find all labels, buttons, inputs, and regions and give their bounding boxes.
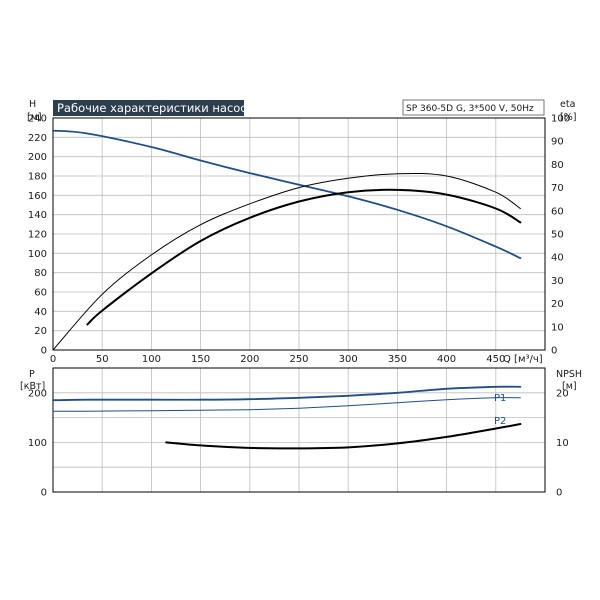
npsh-axis-unit: [м] (562, 381, 577, 392)
y-left-tick-140: 140 (28, 210, 47, 221)
p1-curve (52, 385, 522, 402)
y-right-tick-50: 50 (551, 230, 564, 241)
npsh-tick-10: 10 (556, 438, 569, 449)
y-left-axis-label: H (29, 99, 36, 110)
y-right-tick-100: 100 (551, 114, 570, 125)
y-right-axis-label: eta (560, 99, 575, 110)
power-tick-100: 100 (28, 438, 47, 449)
y-left-tick-0: 0 (41, 346, 47, 357)
y-left-tick-120: 120 (28, 230, 47, 241)
p2-curve (52, 397, 521, 412)
bottom-grid (52, 368, 545, 492)
y-right-tick-30: 30 (551, 276, 564, 287)
y-left-tick-240: 240 (28, 114, 47, 125)
chart-title: Рабочие характеристики насоса (57, 101, 254, 115)
x-axis-label: Q [м³/ч] (503, 354, 543, 365)
top-series (52, 129, 522, 351)
x-tick-250: 250 (289, 354, 308, 365)
model-box (402, 99, 545, 116)
top-grid (52, 117, 545, 351)
x-tick-450: 450 (486, 354, 505, 365)
npsh-tick-0: 0 (556, 488, 562, 499)
power-axis-label: P (29, 369, 35, 380)
x-tick-200: 200 (240, 354, 259, 365)
x-tick-150: 150 (191, 354, 210, 365)
y-right-tick-70: 70 (551, 183, 564, 194)
y-right-tick-60: 60 (551, 206, 564, 217)
bottom-ticks: 0 100 200 0 10 20 (28, 388, 569, 498)
y-left-tick-80: 80 (34, 268, 47, 279)
x-tick-350: 350 (388, 354, 407, 365)
y-left-tick-200: 200 (28, 152, 47, 163)
power-axis-unit: [кВт] (20, 381, 45, 392)
npsh-curve (165, 423, 522, 450)
y-left-tick-60: 60 (34, 288, 47, 299)
x-tick-0: 0 (50, 354, 56, 365)
y-left-tick-20: 20 (34, 326, 47, 337)
y-left-tick-180: 180 (28, 172, 47, 183)
efficiency-curve-thin (52, 172, 521, 351)
npsh-tick-20: 20 (556, 388, 569, 399)
head-curve (52, 129, 522, 260)
y-left-tick-100: 100 (28, 249, 47, 260)
y-right-tick-40: 40 (551, 253, 564, 264)
title-box (53, 100, 244, 116)
x-tick-100: 100 (142, 354, 161, 365)
y-left-axis-unit: [м] (27, 112, 42, 123)
top-plot-frame (52, 117, 546, 351)
power-tick-200: 200 (28, 388, 47, 399)
y-right-tick-0: 0 (551, 346, 557, 357)
y-left-tick-160: 160 (28, 191, 47, 202)
y-right-tick-80: 80 (551, 160, 564, 171)
y-left-tick-220: 220 (28, 133, 47, 144)
x-tick-300: 300 (339, 354, 358, 365)
x-tick-400: 400 (437, 354, 456, 365)
bottom-plot-frame (52, 367, 546, 493)
y-right-tick-20: 20 (551, 299, 564, 310)
top-ticks: 0 50 100 150 200 250 300 350 400 4500204060801001… (28, 114, 570, 366)
model-label: SP 360-5D G, 3*500 V, 50Hz (406, 104, 534, 114)
npsh-axis-label: NPSH (556, 369, 582, 380)
x-tick-50: 50 (96, 354, 109, 365)
bottom-series (52, 385, 522, 450)
efficiency-curve-thick (86, 188, 522, 326)
power-tick-0: 0 (41, 488, 47, 499)
series-label-p1: P1 (494, 393, 506, 404)
y-right-axis-unit: [%] (560, 112, 576, 123)
y-right-tick-10: 10 (551, 322, 564, 333)
series-label-p2: P2 (494, 416, 506, 427)
y-right-tick-90: 90 (551, 137, 564, 148)
y-left-tick-40: 40 (34, 307, 47, 318)
